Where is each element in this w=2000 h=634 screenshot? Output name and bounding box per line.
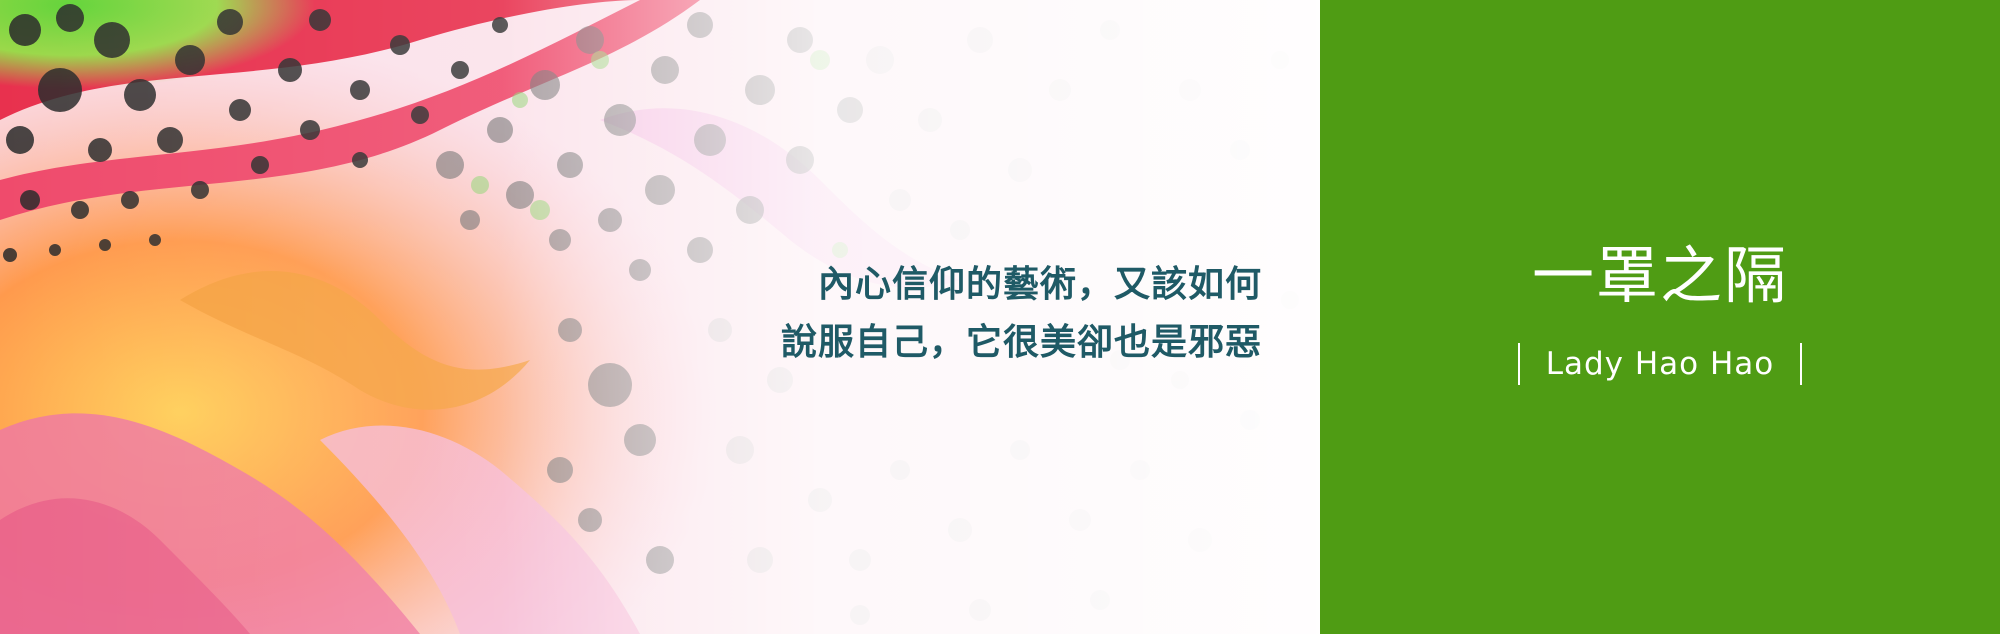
host-row: Lady Hao Hao [1320, 342, 2000, 386]
quote-line-2: 說服自己，它很美卻也是邪惡 [780, 322, 1262, 363]
abstract-art-background: 內心信仰的藝術，又該如何 說服自己，它很美卻也是邪惡 [0, 0, 1320, 634]
abstract-art-graphic [0, 0, 1320, 634]
quote-text: 內心信仰的藝術，又該如何 說服自己，它很美卻也是邪惡 [781, 256, 1262, 372]
host-name: Lady Hao Hao [1545, 346, 1775, 382]
host-left-divider [1517, 343, 1520, 385]
quote-line-1: 內心信仰的藝術，又該如何 [817, 264, 1262, 305]
show-title: 一罩之隔 [1531, 239, 1788, 312]
host-right-divider [1800, 343, 1803, 385]
title-panel: 一罩之隔 Lady Hao Hao [1320, 0, 2000, 634]
